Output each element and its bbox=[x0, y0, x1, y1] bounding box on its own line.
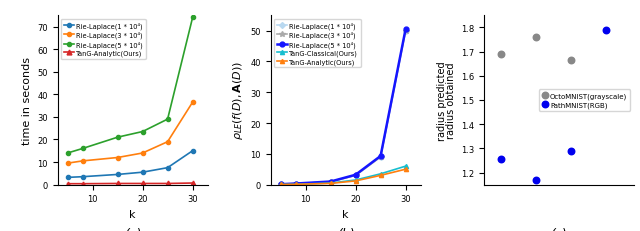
Rie-Laplace(1 * 10⁴) bbox=[402, 30, 410, 33]
Legend: Rie-Laplace(1 * 10⁴), Rie-Laplace(3 * 10⁴), Rie-Laplace(5 * 10⁴), TanG-Classical: Rie-Laplace(1 * 10⁴), Rie-Laplace(3 * 10… bbox=[274, 19, 361, 68]
Rie-Laplace(3 * 10⁴) bbox=[189, 101, 196, 104]
Rie-Laplace(5 * 10⁴) bbox=[139, 131, 147, 133]
Rie-Laplace(1 * 10⁴) bbox=[79, 176, 86, 178]
Rie-Laplace(5 * 10⁴) bbox=[114, 136, 122, 139]
Rie-Laplace(1 * 10⁴) bbox=[292, 182, 300, 185]
Text: (b): (b) bbox=[337, 227, 355, 231]
TanG-Analytic(Ours) bbox=[79, 182, 86, 185]
Legend: OctoMNIST(grayscale), PathMNIST(RGB): OctoMNIST(grayscale), PathMNIST(RGB) bbox=[539, 90, 630, 111]
Rie-Laplace(3 * 10⁴) bbox=[377, 156, 385, 159]
Line: TanG-Analytic(Ours): TanG-Analytic(Ours) bbox=[278, 167, 408, 187]
Line: Rie-Laplace(3 * 10⁴): Rie-Laplace(3 * 10⁴) bbox=[278, 29, 408, 187]
TanG-Classical(Ours) bbox=[352, 179, 360, 182]
Rie-Laplace(5 * 10⁴) bbox=[79, 147, 86, 150]
TanG-Analytic(Ours) bbox=[164, 182, 172, 185]
TanG-Classical(Ours) bbox=[327, 182, 335, 185]
Line: TanG-Analytic(Ours): TanG-Analytic(Ours) bbox=[65, 181, 195, 186]
Rie-Laplace(3 * 10⁴) bbox=[402, 30, 410, 33]
TanG-Analytic(Ours) bbox=[327, 182, 335, 185]
TanG-Analytic(Ours) bbox=[114, 182, 122, 185]
TanG-Analytic(Ours) bbox=[276, 183, 284, 186]
Rie-Laplace(1 * 10⁴) bbox=[276, 183, 284, 186]
PathMNIST(RGB) bbox=[600, 29, 611, 33]
Rie-Laplace(3 * 10⁴) bbox=[114, 156, 122, 159]
Rie-Laplace(3 * 10⁴) bbox=[79, 160, 86, 163]
Rie-Laplace(5 * 10⁴) bbox=[189, 17, 196, 20]
TanG-Analytic(Ours) bbox=[377, 174, 385, 177]
X-axis label: k: k bbox=[342, 209, 349, 219]
Text: (c): (c) bbox=[550, 227, 567, 231]
Y-axis label: time in seconds: time in seconds bbox=[22, 57, 32, 144]
TanG-Analytic(Ours) bbox=[64, 182, 72, 185]
Rie-Laplace(5 * 10⁴) bbox=[276, 183, 284, 186]
TanG-Classical(Ours) bbox=[377, 173, 385, 176]
Rie-Laplace(1 * 10⁴) bbox=[114, 173, 122, 176]
Rie-Laplace(1 * 10⁴) bbox=[139, 171, 147, 174]
TanG-Classical(Ours) bbox=[276, 183, 284, 186]
TanG-Analytic(Ours) bbox=[352, 180, 360, 182]
Y-axis label: $\rho_{LE}(f(D), \mathbf{A}(D))$: $\rho_{LE}(f(D), \mathbf{A}(D))$ bbox=[230, 61, 244, 140]
Rie-Laplace(1 * 10⁴) bbox=[189, 150, 196, 152]
Legend: Rie-Laplace(1 * 10⁴), Rie-Laplace(3 * 10⁴), Rie-Laplace(5 * 10⁴), TanG-Analytic(: Rie-Laplace(1 * 10⁴), Rie-Laplace(3 * 10… bbox=[61, 19, 146, 60]
TanG-Classical(Ours) bbox=[292, 183, 300, 186]
Rie-Laplace(5 * 10⁴) bbox=[64, 152, 72, 155]
Rie-Laplace(3 * 10⁴) bbox=[292, 182, 300, 185]
Rie-Laplace(3 * 10⁴) bbox=[139, 152, 147, 155]
Rie-Laplace(3 * 10⁴) bbox=[64, 162, 72, 165]
TanG-Analytic(Ours) bbox=[189, 182, 196, 185]
Line: Rie-Laplace(5 * 10⁴): Rie-Laplace(5 * 10⁴) bbox=[278, 27, 408, 187]
PathMNIST(RGB) bbox=[531, 178, 541, 182]
Line: Rie-Laplace(3 * 10⁴): Rie-Laplace(3 * 10⁴) bbox=[65, 101, 195, 166]
X-axis label: k: k bbox=[129, 209, 136, 219]
PathMNIST(RGB) bbox=[496, 158, 506, 161]
Rie-Laplace(5 * 10⁴) bbox=[377, 155, 385, 158]
Text: (a): (a) bbox=[124, 227, 141, 231]
Rie-Laplace(5 * 10⁴) bbox=[402, 29, 410, 31]
Rie-Laplace(1 * 10⁴) bbox=[64, 176, 72, 179]
Rie-Laplace(1 * 10⁴) bbox=[352, 174, 360, 177]
OctoMNIST(grayscale) bbox=[566, 59, 576, 63]
PathMNIST(RGB) bbox=[566, 149, 576, 153]
Rie-Laplace(5 * 10⁴) bbox=[352, 174, 360, 176]
Line: Rie-Laplace(1 * 10⁴): Rie-Laplace(1 * 10⁴) bbox=[278, 29, 408, 187]
TanG-Analytic(Ours) bbox=[402, 168, 410, 171]
Rie-Laplace(3 * 10⁴) bbox=[276, 183, 284, 186]
Rie-Laplace(1 * 10⁴) bbox=[164, 167, 172, 169]
Line: Rie-Laplace(5 * 10⁴): Rie-Laplace(5 * 10⁴) bbox=[65, 16, 195, 155]
Line: Rie-Laplace(1 * 10⁴): Rie-Laplace(1 * 10⁴) bbox=[65, 149, 195, 180]
Y-axis label: radius predicted
radius obtained: radius predicted radius obtained bbox=[437, 61, 456, 140]
OctoMNIST(grayscale) bbox=[496, 53, 506, 57]
TanG-Analytic(Ours) bbox=[292, 183, 300, 186]
Line: TanG-Classical(Ours): TanG-Classical(Ours) bbox=[278, 164, 408, 187]
Rie-Laplace(1 * 10⁴) bbox=[377, 156, 385, 159]
Rie-Laplace(3 * 10⁴) bbox=[164, 141, 172, 143]
Rie-Laplace(5 * 10⁴) bbox=[327, 180, 335, 183]
Rie-Laplace(1 * 10⁴) bbox=[327, 181, 335, 183]
TanG-Classical(Ours) bbox=[402, 165, 410, 168]
OctoMNIST(grayscale) bbox=[531, 36, 541, 40]
Rie-Laplace(3 * 10⁴) bbox=[352, 174, 360, 177]
Rie-Laplace(3 * 10⁴) bbox=[327, 181, 335, 183]
Rie-Laplace(5 * 10⁴) bbox=[164, 118, 172, 121]
Rie-Laplace(5 * 10⁴) bbox=[292, 182, 300, 185]
TanG-Analytic(Ours) bbox=[139, 182, 147, 185]
